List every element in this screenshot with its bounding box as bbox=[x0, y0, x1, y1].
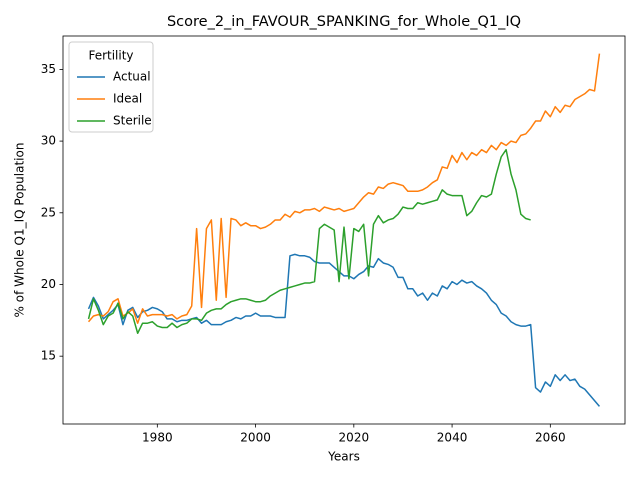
y-axis-label: % of Whole Q1_IQ Population bbox=[13, 143, 27, 318]
x-tick-label: 2040 bbox=[437, 431, 468, 445]
y-tick-label: 15 bbox=[41, 349, 56, 363]
legend-box bbox=[68, 41, 154, 133]
legend-label: Ideal bbox=[113, 92, 142, 106]
y-tick-label: 30 bbox=[41, 134, 56, 148]
legend-title: Fertility bbox=[88, 49, 133, 63]
line-series bbox=[87, 253, 601, 407]
y-tick-label: 35 bbox=[41, 62, 56, 76]
x-tick-label: 2060 bbox=[535, 431, 566, 445]
x-tick-label: 2000 bbox=[240, 431, 271, 445]
x-tick-label: 1980 bbox=[142, 431, 173, 445]
legend-label: Sterile bbox=[113, 114, 152, 128]
axes-frame bbox=[62, 35, 626, 425]
x-axis-label: Years bbox=[327, 450, 360, 464]
legend-label: Actual bbox=[113, 70, 151, 84]
y-tick-label: 20 bbox=[41, 277, 56, 291]
y-tick-label: 25 bbox=[41, 205, 56, 219]
plot-area bbox=[87, 53, 601, 407]
line-series bbox=[87, 53, 601, 324]
chart-title: Score_2_in_FAVOUR_SPANKING_for_Whole_Q1_… bbox=[167, 14, 521, 30]
line-series bbox=[87, 148, 531, 334]
x-tick-label: 2020 bbox=[339, 431, 370, 445]
